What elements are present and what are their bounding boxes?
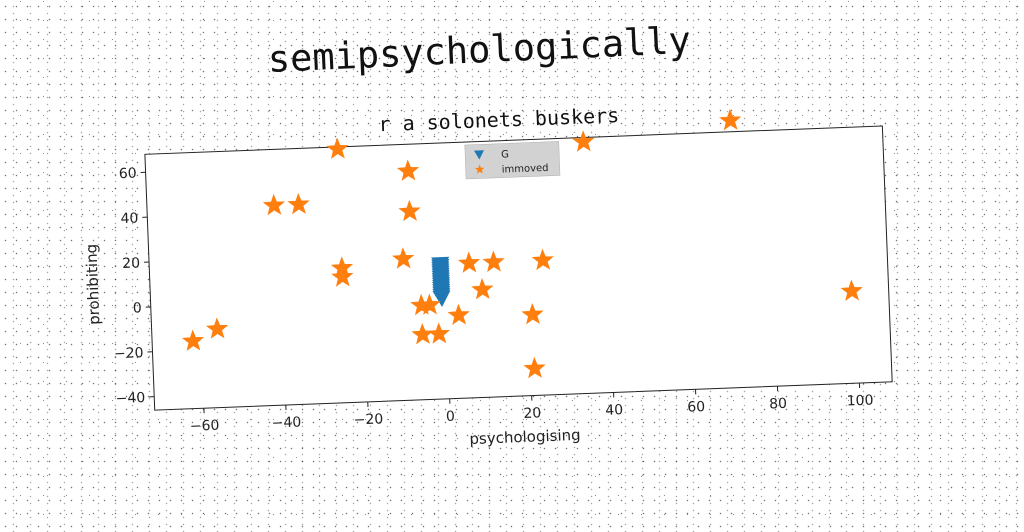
x-tick-label: 40 bbox=[605, 402, 623, 419]
x-tick-label: −60 bbox=[190, 418, 220, 435]
y-tick-label: 60 bbox=[119, 166, 137, 183]
x-tick-label: 60 bbox=[687, 399, 705, 416]
x-tick-label: 100 bbox=[846, 393, 873, 410]
y-axis-label: prohibiting bbox=[82, 244, 103, 326]
x-tick-label: 20 bbox=[523, 405, 541, 422]
x-tick-label: −20 bbox=[353, 411, 383, 428]
y-tick-label: 40 bbox=[120, 210, 138, 227]
y-tick-label: −20 bbox=[114, 345, 144, 362]
legend-label: immoved bbox=[502, 163, 549, 176]
y-tick-label: 20 bbox=[122, 255, 140, 272]
x-tick-label: −40 bbox=[271, 415, 301, 432]
data-point bbox=[719, 109, 741, 130]
y-tick-label: −40 bbox=[115, 390, 145, 407]
y-tick-label: 0 bbox=[133, 300, 143, 316]
x-tick-label: 0 bbox=[446, 409, 456, 425]
legend-label: G bbox=[501, 149, 509, 160]
x-axis-label: psychologising bbox=[469, 426, 581, 448]
x-tick-label: 80 bbox=[769, 396, 787, 413]
